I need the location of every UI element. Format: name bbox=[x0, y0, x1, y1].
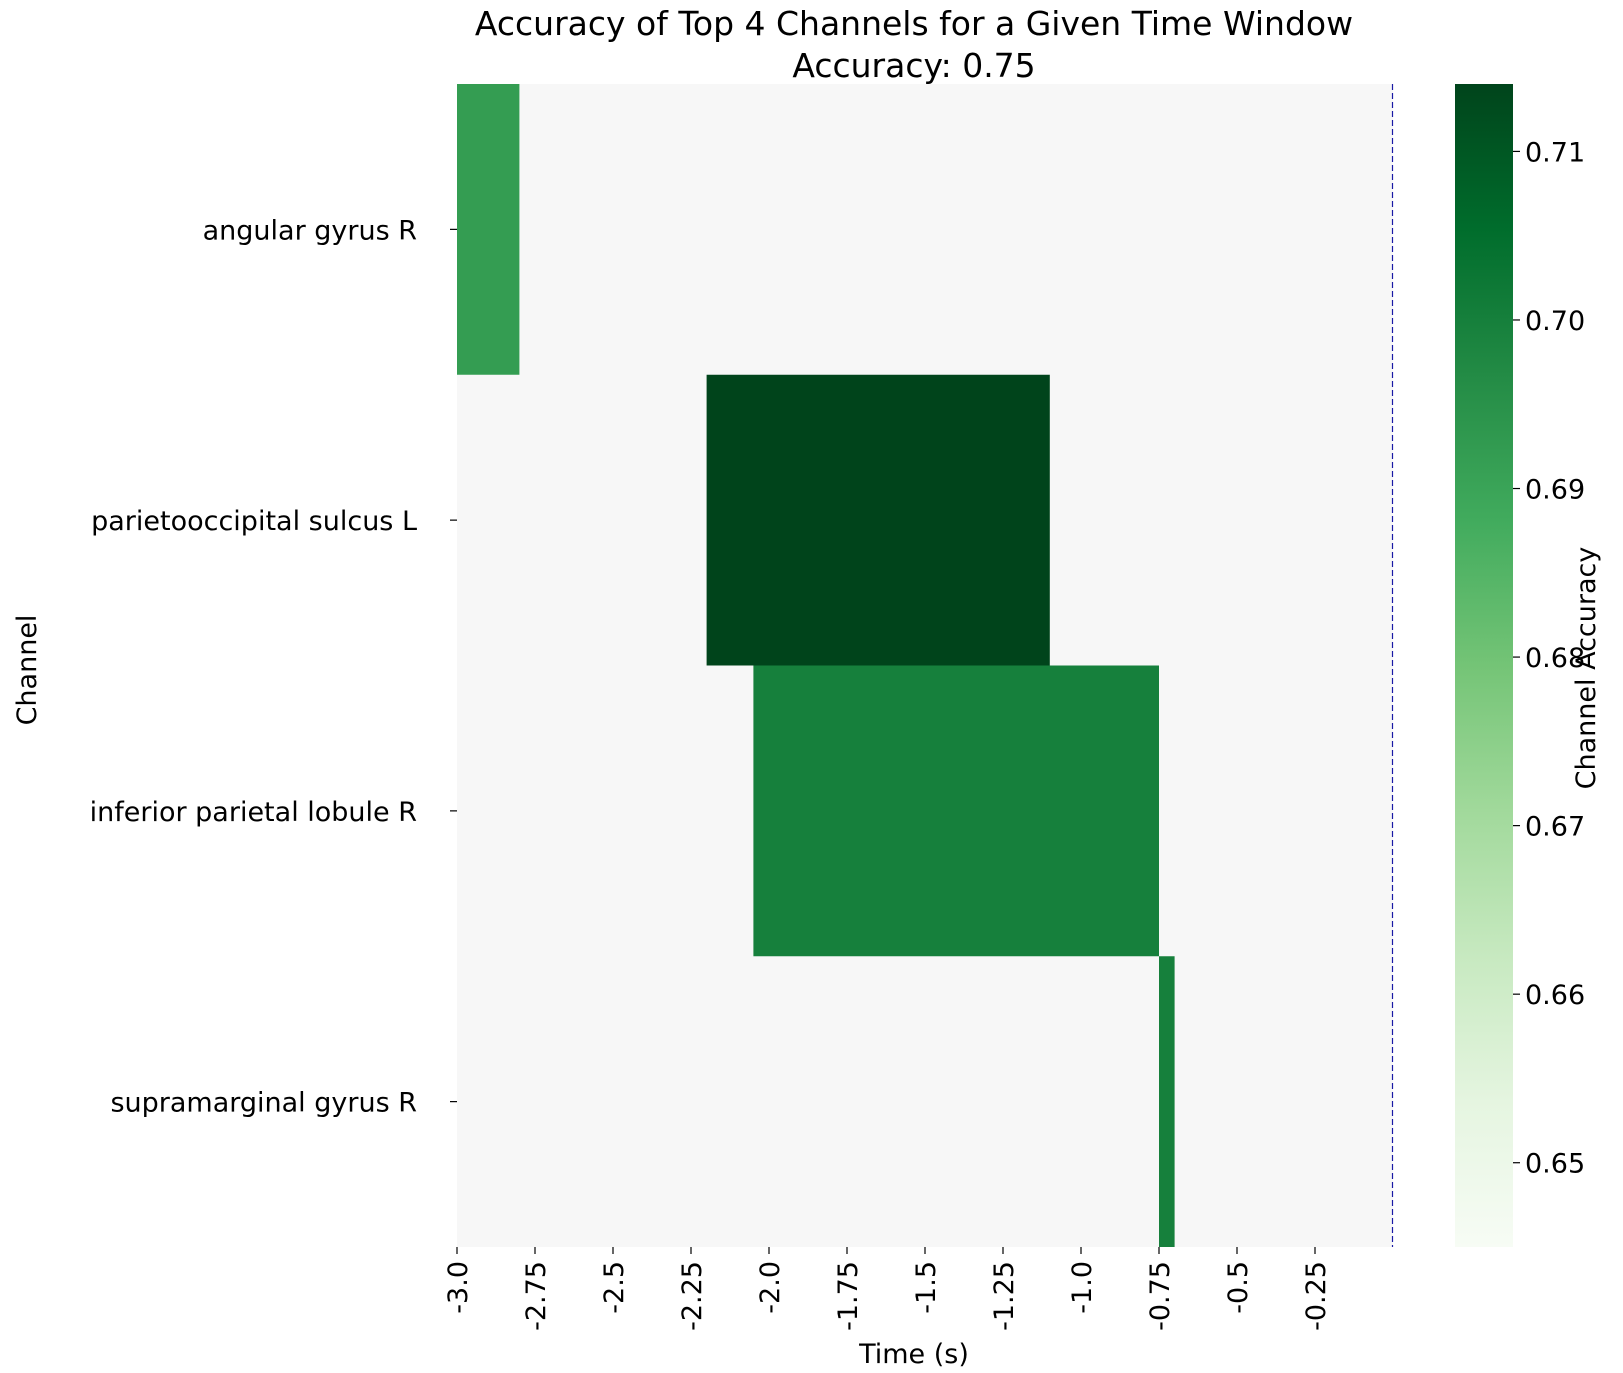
colorbar-label: Channel Accuracy bbox=[1571, 547, 1602, 790]
heatmap-cells bbox=[457, 84, 1175, 1247]
heatmap-cell bbox=[457, 84, 520, 375]
heatmap-plot-area bbox=[457, 84, 1394, 1247]
x-axis-label: Time (s) bbox=[858, 1339, 969, 1370]
heatmap-cell bbox=[1159, 956, 1175, 1247]
heatmap-cell bbox=[706, 374, 1050, 666]
x-tick-label: -2.5 bbox=[599, 1261, 630, 1314]
y-axis: angular gyrus R parietooccipital sulcus L… bbox=[90, 215, 457, 1119]
y-axis-label: Channel bbox=[12, 615, 43, 726]
chart-subtitle: Accuracy: 0.75 bbox=[792, 46, 1035, 85]
x-tick-label: -2.0 bbox=[755, 1261, 786, 1314]
y-tick-label: supramarginal gyrus R bbox=[110, 1088, 417, 1119]
x-tick-label: -1.25 bbox=[989, 1261, 1020, 1331]
colorbar-tick-label: 0.67 bbox=[1525, 812, 1585, 843]
x-tick-label: -1.0 bbox=[1067, 1261, 1098, 1314]
colorbar-tick-label: 0.70 bbox=[1525, 306, 1585, 337]
y-tick-label: inferior parietal lobule R bbox=[90, 797, 417, 828]
x-tick-label: -2.75 bbox=[521, 1261, 552, 1331]
x-tick-label: -1.75 bbox=[833, 1261, 864, 1331]
colorbar-tick-label: 0.66 bbox=[1525, 980, 1585, 1011]
x-tick-label: -1.5 bbox=[911, 1261, 942, 1314]
x-tick-label: -0.75 bbox=[1145, 1261, 1176, 1331]
colorbar: 0.65 0.66 0.67 0.68 0.69 0.70 0.71 bbox=[1455, 84, 1585, 1247]
heatmap-cell bbox=[753, 665, 1159, 957]
colorbar-gradient bbox=[1455, 84, 1513, 1247]
x-tick-label: -3.0 bbox=[443, 1261, 474, 1314]
colorbar-tick-label: 0.69 bbox=[1525, 475, 1585, 506]
chart-title: Accuracy of Top 4 Channels for a Given T… bbox=[475, 4, 1353, 43]
colorbar-tick-label: 0.71 bbox=[1525, 137, 1585, 168]
colorbar-ticks: 0.65 0.66 0.67 0.68 0.69 0.70 0.71 bbox=[1513, 137, 1585, 1180]
x-tick-label: -0.25 bbox=[1301, 1261, 1332, 1331]
x-tick-label: -0.5 bbox=[1223, 1261, 1254, 1314]
colorbar-tick-label: 0.68 bbox=[1525, 643, 1585, 674]
colorbar-tick-label: 0.65 bbox=[1525, 1149, 1585, 1180]
y-tick-label: parietooccipital sulcus L bbox=[91, 506, 417, 537]
x-tick-label: -2.25 bbox=[677, 1261, 708, 1331]
y-tick-label: angular gyrus R bbox=[203, 215, 417, 246]
x-axis: -3.0 -2.75 -2.5 -2.25 -2.0 -1.75 -1.5 -1.25 -1.0… bbox=[443, 1247, 1332, 1331]
